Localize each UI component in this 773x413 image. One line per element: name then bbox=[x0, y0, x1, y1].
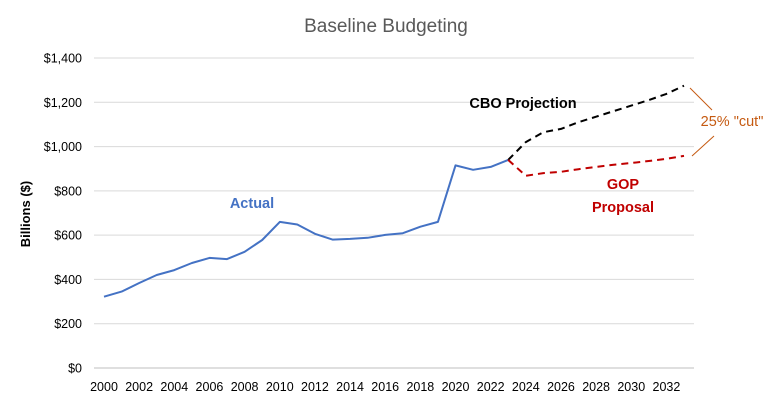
cut-pointer-bottom bbox=[691, 135, 715, 157]
series-line-gop-proposal bbox=[507, 154, 685, 177]
annotation-actual: Actual bbox=[230, 196, 274, 212]
y-tick-label: $1,400 bbox=[44, 52, 82, 66]
x-tick-label: 2006 bbox=[196, 380, 224, 394]
chart-title: Baseline Budgeting bbox=[304, 16, 468, 37]
x-tick-label: 2008 bbox=[231, 380, 259, 394]
x-tick-label: 2012 bbox=[301, 380, 329, 394]
series-lines bbox=[103, 84, 685, 298]
x-tick-label: 2002 bbox=[125, 380, 153, 394]
y-axis-label: Billions ($) bbox=[18, 181, 33, 247]
series-line-actual bbox=[103, 158, 509, 298]
annotation-gop-line2: Proposal bbox=[592, 200, 654, 216]
x-tick-label: 2028 bbox=[582, 380, 610, 394]
y-tick-label: $0 bbox=[68, 362, 82, 376]
y-tick-label: $1,200 bbox=[44, 96, 82, 110]
annotation-gop-line1: GOP bbox=[607, 177, 640, 193]
x-tick-label: 2004 bbox=[160, 380, 188, 394]
gridlines bbox=[94, 57, 694, 369]
x-tick-label: 2000 bbox=[90, 380, 118, 394]
x-axis-ticks: 2000 2002 2004 2006 2008 2010 2012 2014 2016 2018… bbox=[90, 380, 680, 394]
x-tick-label: 2014 bbox=[336, 380, 364, 394]
x-tick-label: 2022 bbox=[477, 380, 505, 394]
y-tick-label: $600 bbox=[54, 229, 82, 243]
cut-pointer-top bbox=[689, 87, 713, 111]
x-tick-label: 2016 bbox=[371, 380, 399, 394]
x-tick-label: 2032 bbox=[653, 380, 681, 394]
y-tick-label: $1,000 bbox=[44, 140, 82, 154]
annotations: Actual CBO Projection GOP Proposal 25% "… bbox=[230, 87, 764, 216]
x-tick-label: 2020 bbox=[442, 380, 470, 394]
series-line-cbo-projection bbox=[507, 84, 685, 161]
x-tick-label: 2026 bbox=[547, 380, 575, 394]
y-tick-label: $400 bbox=[54, 273, 82, 287]
y-tick-label: $800 bbox=[54, 184, 82, 198]
x-tick-label: 2024 bbox=[512, 380, 540, 394]
y-tick-label: $200 bbox=[54, 317, 82, 331]
annotation-cut: 25% "cut" bbox=[701, 114, 764, 130]
annotation-cbo-projection: CBO Projection bbox=[469, 96, 576, 112]
x-tick-label: 2018 bbox=[406, 380, 434, 394]
x-tick-label: 2030 bbox=[617, 380, 645, 394]
x-tick-label: 2010 bbox=[266, 380, 294, 394]
y-axis-ticks: $0 $200 $400 $600 $800 $1,000 $1,200 $1,400 bbox=[44, 52, 82, 376]
